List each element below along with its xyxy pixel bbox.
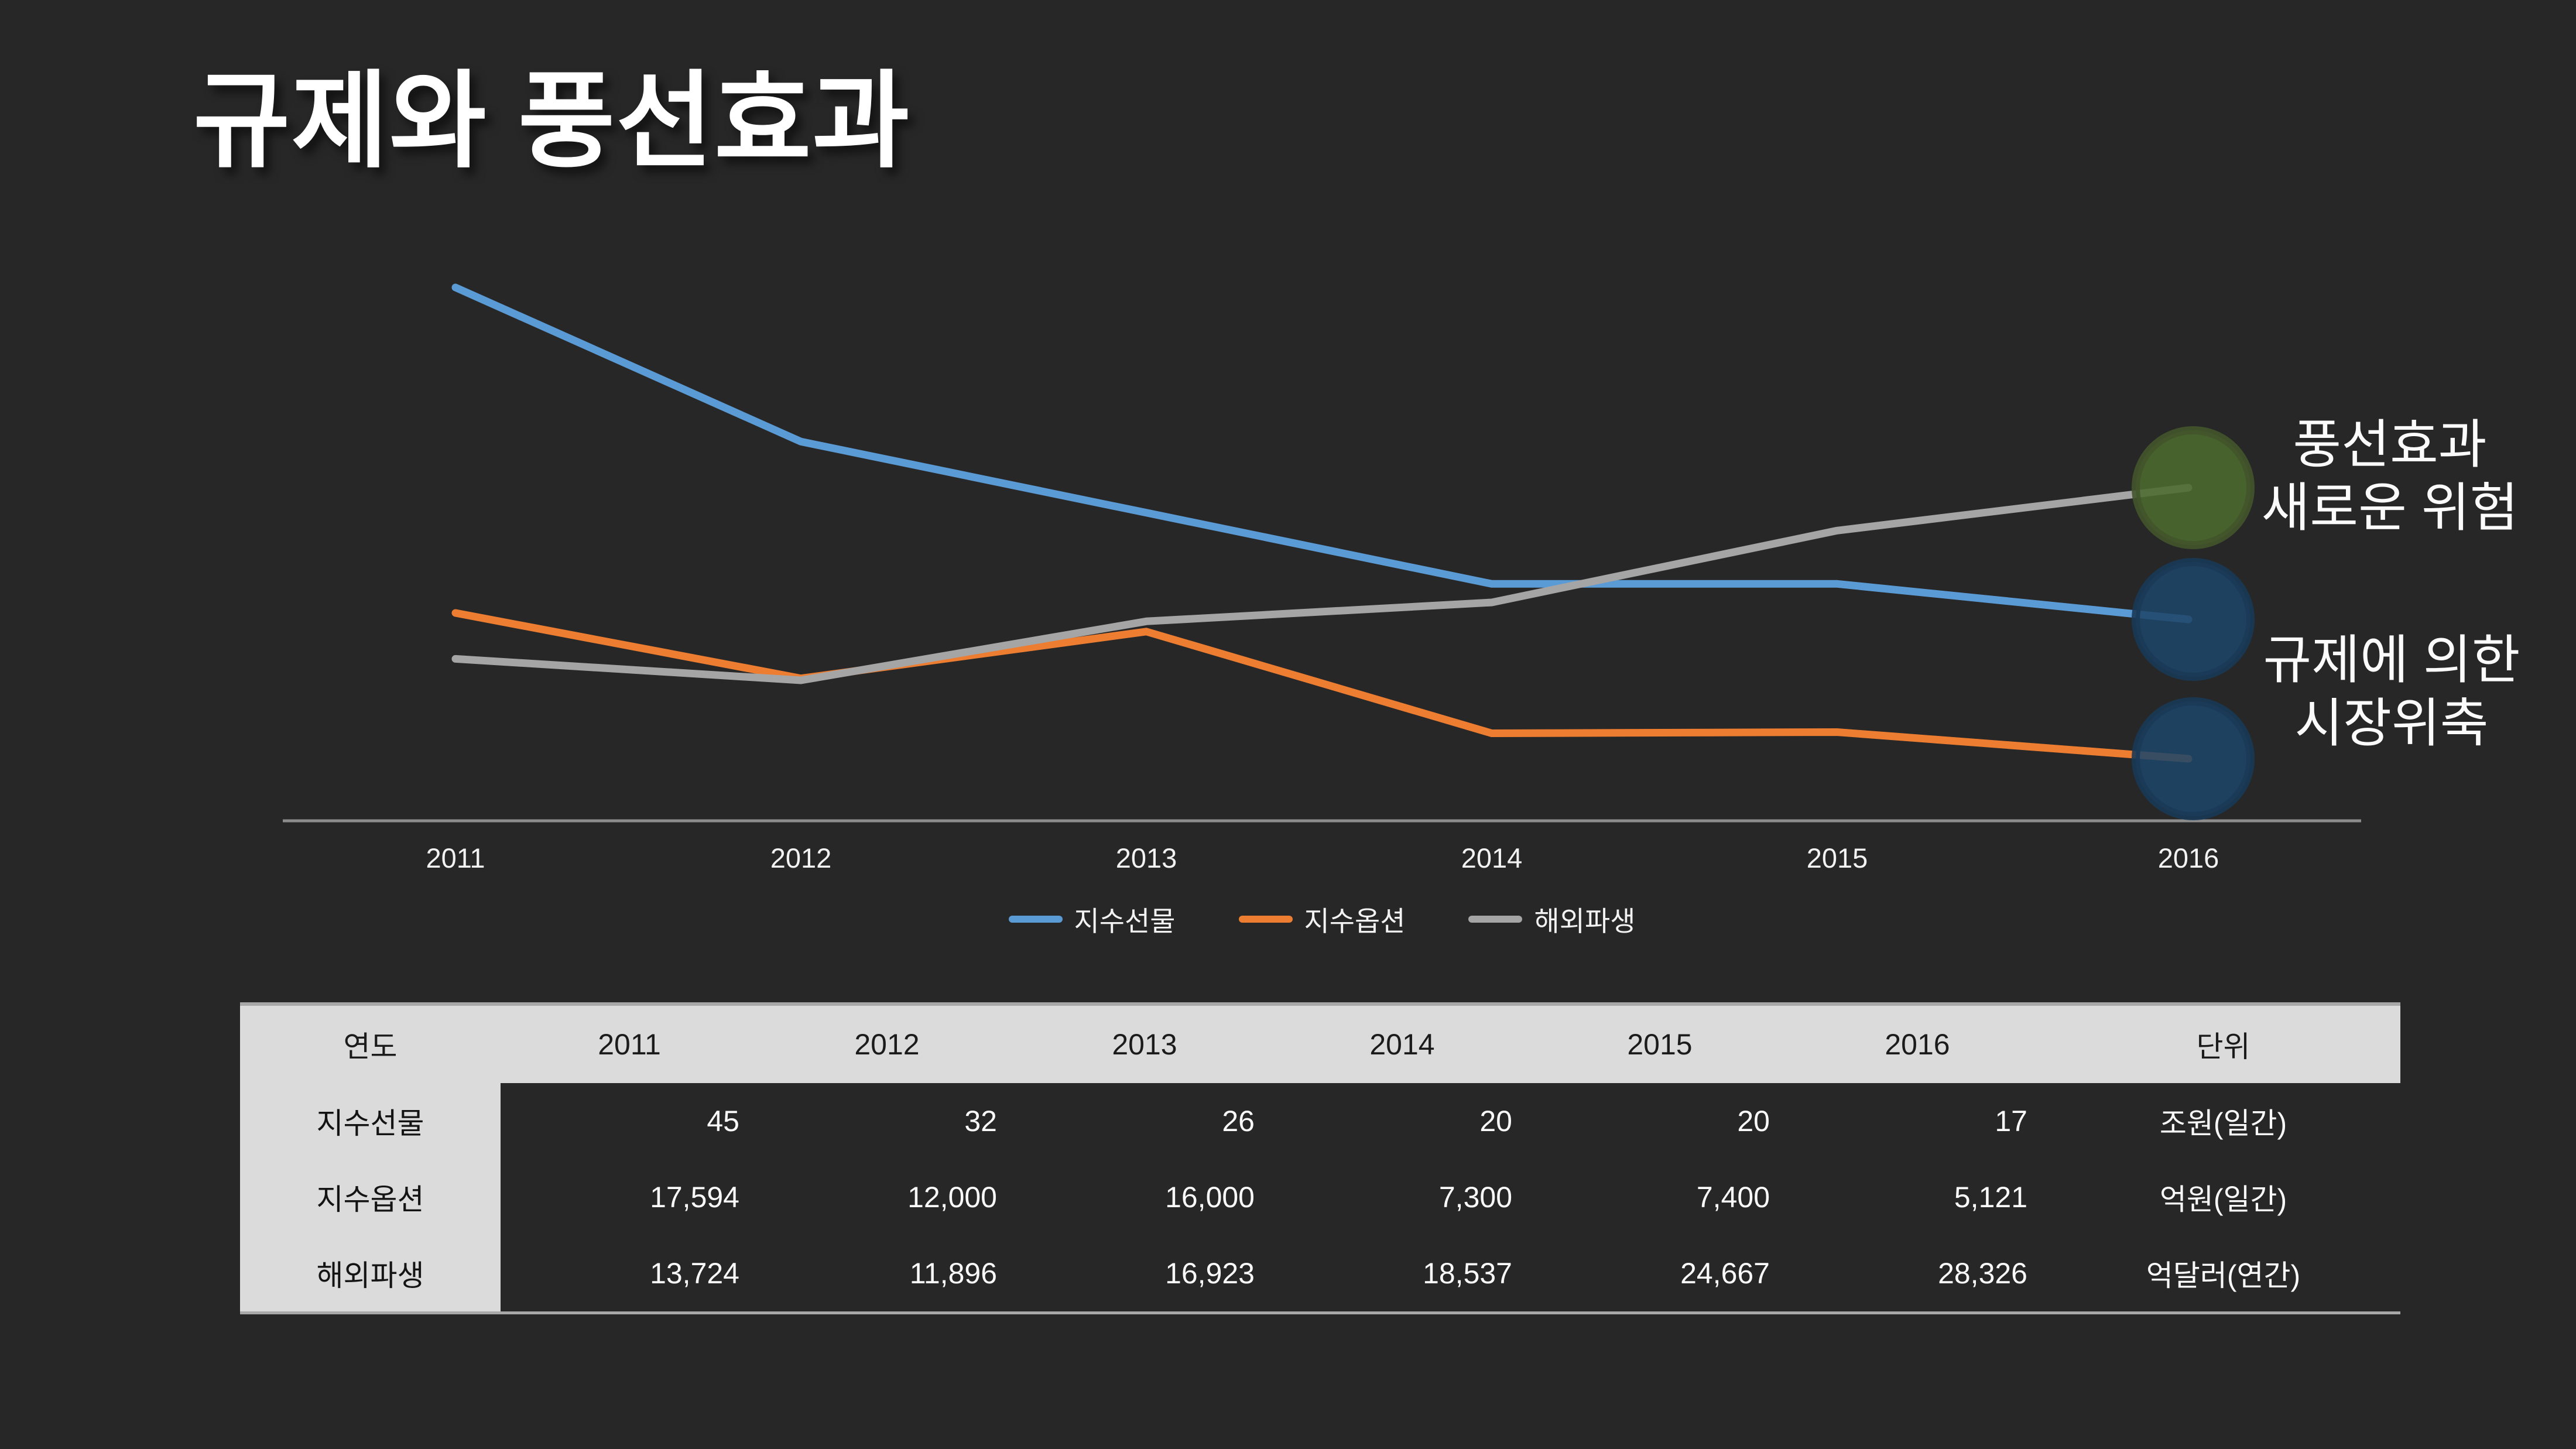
legend-label: 지수옵션	[1304, 906, 1406, 937]
unit-cell: 조원(일간)	[2159, 1107, 2287, 1140]
value-cell: 5,121	[1954, 1181, 2027, 1214]
value-cell: 24,667	[1680, 1257, 1770, 1290]
annotation-circle	[2132, 426, 2255, 549]
table-header-cell: 단위	[2046, 1006, 2400, 1083]
table-header-cell: 2012	[758, 1006, 1016, 1083]
table-header-cell: 2014	[1273, 1006, 1531, 1083]
legend-item: 해외파생	[1468, 899, 1635, 939]
chart-legend: 지수선물 지수옵션 해외파생	[283, 899, 2361, 939]
annotation-balloon-effect: 풍선효과 새로운 위험	[2232, 413, 2548, 540]
value-cell: 18,537	[1423, 1257, 1512, 1290]
annotation-market-contraction: 규제에 의한 시장위축	[2234, 629, 2550, 755]
row-label-cell: 지수선물	[240, 1083, 501, 1159]
legend-label: 지수선물	[1074, 906, 1176, 937]
unit-cell: 억달러(연간)	[2146, 1259, 2301, 1292]
unit-cell: 억원(일간)	[2159, 1183, 2287, 1216]
legend-item: 지수선물	[1008, 899, 1176, 939]
legend-swatch-icon	[1238, 915, 1293, 923]
value-cell: 20	[1737, 1105, 1770, 1138]
legend-label: 해외파생	[1534, 906, 1636, 937]
x-axis-label: 2014	[1461, 842, 1523, 873]
value-cell: 16,923	[1165, 1257, 1255, 1290]
series-line-1	[451, 283, 2193, 624]
x-axis-label: 2013	[1115, 842, 1177, 873]
table-header-cell: 연도	[240, 1006, 501, 1083]
value-cell: 26	[1222, 1105, 1255, 1138]
value-cell: 17,594	[650, 1181, 739, 1214]
x-axis-label: 2015	[1806, 842, 1868, 873]
table-header-cell: 2011	[501, 1006, 758, 1083]
value-cell: 45	[707, 1105, 739, 1138]
legend-item: 지수옵션	[1238, 899, 1406, 939]
series-line-2	[451, 609, 2193, 763]
annotation-line: 새로운 위험	[2261, 479, 2519, 537]
row-label-cell: 지수옵션	[240, 1159, 501, 1235]
value-cell: 16,000	[1165, 1181, 1255, 1214]
value-cell: 7,300	[1438, 1181, 1512, 1214]
legend-swatch-icon	[1008, 915, 1063, 923]
value-cell: 20	[1479, 1105, 1512, 1138]
table-header-cell: 2015	[1531, 1006, 1789, 1083]
legend-swatch-icon	[1468, 915, 1523, 923]
series-line-3	[451, 484, 2193, 684]
value-cell: 12,000	[907, 1181, 997, 1214]
value-cell: 32	[964, 1105, 997, 1138]
table-header-cell: 2013	[1016, 1006, 1273, 1083]
slide-title: 규제와 풍선효과	[193, 63, 911, 180]
value-cell: 17	[1995, 1105, 2027, 1138]
value-cell: 28,326	[1938, 1257, 2027, 1290]
value-cell: 7,400	[1696, 1181, 1770, 1214]
value-cell: 13,724	[650, 1257, 739, 1290]
annotation-line: 풍선효과	[2293, 416, 2487, 474]
table-header-cell: 2016	[1789, 1006, 2046, 1083]
annotation-circle	[2132, 697, 2255, 820]
x-axis-label: 2011	[426, 842, 485, 873]
x-axis-label: 2012	[770, 842, 832, 873]
x-axis-label: 2016	[2157, 842, 2219, 873]
annotation-line: 시장위축	[2294, 694, 2489, 753]
annotation-line: 규제에 의한	[2263, 631, 2520, 690]
annotation-circle	[2132, 558, 2255, 681]
row-label-cell: 해외파생	[240, 1235, 501, 1311]
value-cell: 11,896	[909, 1257, 997, 1290]
